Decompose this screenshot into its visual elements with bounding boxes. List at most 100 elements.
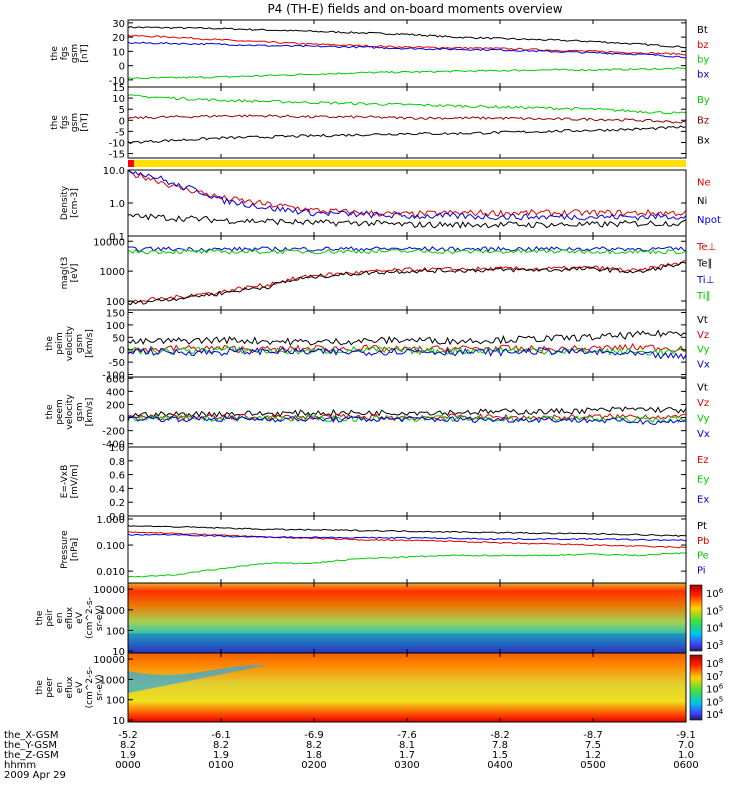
ytick-label: 0.100 bbox=[96, 541, 125, 552]
panel-peir-eflux: 10000 1000 100 10 106 105 104 103 thepeireneflux… bbox=[35, 582, 724, 658]
series-fgs-gsm-bx bbox=[128, 41, 686, 59]
ylabel-efield: E=-VxB[mV/m] bbox=[60, 465, 80, 499]
series-peem-velocity-Vt bbox=[128, 406, 686, 418]
legend-Bx: Bx bbox=[697, 136, 710, 147]
colorbar bbox=[689, 654, 703, 721]
ytick-label: 100 bbox=[106, 297, 125, 308]
ytick-label: 0 bbox=[119, 346, 125, 357]
quality-flag-bar bbox=[128, 160, 686, 167]
series-pressure-Pe bbox=[128, 552, 686, 578]
ytick-label: 10.0 bbox=[103, 166, 125, 177]
colorbar-tick-label: 105 bbox=[706, 695, 723, 708]
colorbar-tick-label: 104 bbox=[706, 622, 724, 635]
legend-Pb: Pb bbox=[697, 536, 709, 547]
footer-value: -6.1 bbox=[211, 730, 231, 741]
ytick-label: 1.000 bbox=[96, 515, 125, 526]
ytick-label: 600 bbox=[106, 374, 125, 385]
footer-row-label: 2009 Apr 29 bbox=[4, 770, 66, 781]
ytick-label: 200 bbox=[106, 400, 125, 411]
series-temperature-Ti⊥ bbox=[128, 245, 686, 252]
footer-value: 1.5 bbox=[492, 750, 508, 761]
series-group-density bbox=[128, 170, 686, 229]
legend-Ti⊥: Ti⊥ bbox=[696, 275, 714, 286]
ytick-label: 0 bbox=[119, 116, 125, 127]
legend-Vy: Vy bbox=[697, 345, 710, 356]
series-fgs-gsm-dp-Bx bbox=[128, 125, 686, 145]
footer-value: -8.7 bbox=[583, 730, 603, 741]
legend-Vz: Vz bbox=[697, 398, 709, 409]
spectrogram-peer-eflux bbox=[128, 653, 686, 722]
series-group-temperature bbox=[128, 245, 686, 306]
ytick-label: 50 bbox=[112, 333, 125, 344]
ytick-label: 0 bbox=[119, 414, 125, 425]
ytick-label: -10 bbox=[109, 76, 125, 87]
ylabel-peim-velocity: thepeimvelocitygsm[km/s] bbox=[45, 325, 95, 361]
ytick-label: -400 bbox=[102, 440, 125, 451]
ytick-label: 0.8 bbox=[109, 457, 125, 468]
ytick-label: 1000 bbox=[100, 606, 125, 617]
footer-value: 8.2 bbox=[306, 740, 322, 751]
legend-Vt: Vt bbox=[697, 382, 708, 393]
footer-value: -9.1 bbox=[676, 730, 696, 741]
ytick-label: -50 bbox=[109, 358, 125, 369]
legend-By: By bbox=[697, 95, 710, 106]
legend-Vx: Vx bbox=[697, 360, 710, 371]
footer-row-label: the_Y-GSM bbox=[4, 740, 57, 751]
footer-value: 0000 bbox=[115, 760, 140, 771]
series-peem-velocity-Vy bbox=[128, 414, 686, 424]
series-peim-velocity-Vx bbox=[128, 347, 686, 360]
ytick-label: 0 bbox=[119, 62, 125, 73]
panel-frame bbox=[127, 446, 687, 517]
footer-value: 0300 bbox=[394, 760, 419, 771]
ylabel-pressure: Pressure[nPa] bbox=[60, 530, 80, 569]
legend-bx: bx bbox=[697, 70, 709, 81]
ytick-label: 0.6 bbox=[109, 471, 125, 482]
series-group-peim-velocity bbox=[128, 329, 686, 360]
legend-Bz: Bz bbox=[697, 115, 709, 126]
colorbar-tick-label: 106 bbox=[706, 683, 724, 696]
legend-Pt: Pt bbox=[697, 521, 707, 532]
legend-Ez: Ez bbox=[697, 455, 709, 466]
panel-temperature: 10000 1000 100 Te⊥ Te∥ Ti⊥ Ti∥ mag(t3[eV] bbox=[60, 235, 716, 311]
ylabel-peer-eflux: thepeerenefluxeV(cm^2-s-sr-eV) bbox=[35, 667, 105, 709]
series-group-peem-velocity bbox=[128, 406, 686, 425]
ytick-label: 10 bbox=[112, 716, 125, 727]
ytick-label: 5 bbox=[119, 105, 125, 116]
panel-density: 10.0 1.0 0.1 Ne Ni Npot Density[cm-3] bbox=[60, 166, 721, 243]
footer-row-label: the_X-GSM bbox=[4, 730, 58, 741]
legend-Npot: Npot bbox=[697, 215, 721, 226]
legend-Bt: Bt bbox=[697, 25, 708, 36]
legend-Vx: Vx bbox=[697, 429, 710, 440]
panel-frame bbox=[127, 376, 687, 448]
ytick-label: 1.0 bbox=[109, 443, 125, 454]
series-temperature-Te⊥ bbox=[128, 260, 686, 303]
panel-stack: 3020100-10Btbzbybxthefgsgsm[nT]151050-5-… bbox=[35, 19, 724, 727]
ylabel-density: Density[cm-3] bbox=[60, 185, 80, 220]
legend-Pe: Pe bbox=[697, 551, 709, 562]
series-fgs-gsm-dp-Bz bbox=[128, 114, 686, 124]
series-density-Ni bbox=[128, 213, 686, 229]
legend-by: by bbox=[697, 55, 709, 66]
ytick-label: 100 bbox=[106, 321, 125, 332]
footer-value: 1.2 bbox=[585, 750, 601, 761]
ytick-label: 10 bbox=[112, 94, 125, 105]
series-temperature-Te∥ bbox=[128, 261, 686, 306]
series-peim-velocity-Vt bbox=[128, 329, 686, 347]
series-peem-velocity-Vx bbox=[128, 415, 686, 425]
ylabel-fgs-gsm-dp: thefgsgsm[nT] bbox=[50, 113, 90, 132]
ytick-label: 15 bbox=[112, 83, 125, 94]
ytick-label: 400 bbox=[106, 387, 125, 398]
footer-value: 1.7 bbox=[399, 750, 415, 761]
legend-Ni: Ni bbox=[697, 196, 707, 207]
footer-value: 1.0 bbox=[678, 750, 694, 761]
legend-Ti∥: Ti∥ bbox=[696, 291, 711, 302]
ytick-label: -15 bbox=[109, 150, 125, 161]
panel-fgs-gsm: 30 20 10 0 -10 Bt bz by bx thefgsgsm[nT] bbox=[50, 19, 709, 88]
ytick-label: 0.010 bbox=[96, 567, 125, 578]
ytick-label: 0.1 bbox=[109, 232, 125, 243]
panel-frame bbox=[127, 515, 687, 584]
